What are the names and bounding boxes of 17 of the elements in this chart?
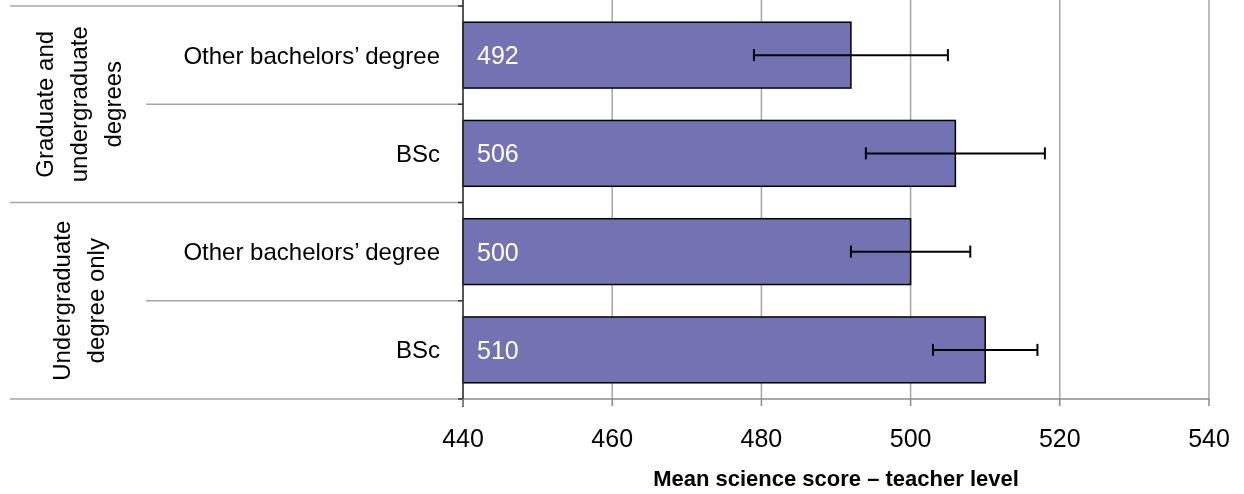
x-axis-title: Mean science score – teacher level — [653, 465, 1019, 491]
x-tick-label: 540 — [1188, 424, 1230, 452]
x-tick-label: 460 — [591, 424, 634, 452]
y-tick-label: Other bachelors’ degree — [183, 238, 440, 266]
text: Graduate and undergraduate degrees — [30, 26, 126, 183]
x-tick-label: 440 — [442, 424, 484, 452]
y-tick-label: BSc — [395, 336, 440, 364]
data-label: 506 — [477, 139, 519, 168]
y-tick-label: BSc — [395, 139, 440, 167]
y-tick-label: Other bachelors’ degree — [183, 41, 440, 69]
x-tick-label: 520 — [1038, 424, 1081, 452]
text: Undergraduate degree only — [47, 220, 109, 381]
x-tick-label: 500 — [889, 424, 932, 452]
data-label: 492 — [477, 41, 519, 70]
data-label: 510 — [477, 335, 519, 364]
data-label: 500 — [477, 237, 519, 266]
x-tick-label: 480 — [740, 424, 783, 452]
